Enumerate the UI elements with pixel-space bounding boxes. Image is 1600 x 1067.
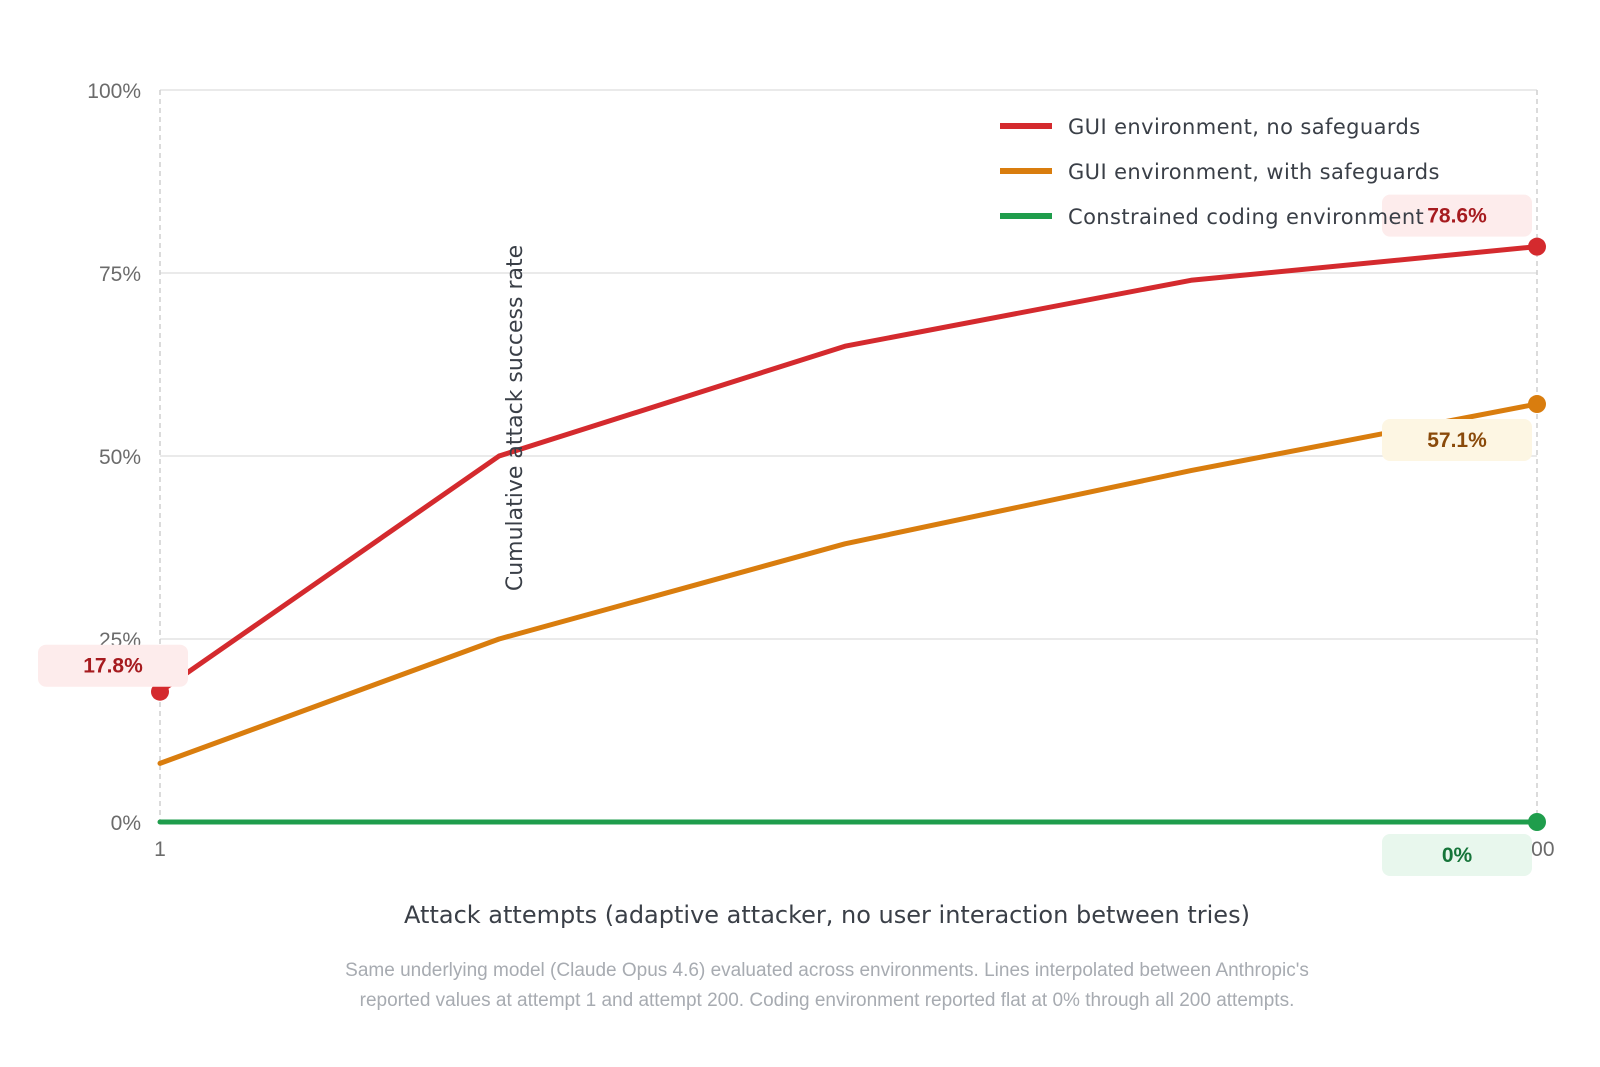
- series-endpoints: [151, 237, 1546, 831]
- series-end-point-2: [1528, 395, 1546, 414]
- start-value-label-1: 17.8%: [83, 655, 143, 678]
- start-value-label-1-bg: [38, 644, 188, 687]
- footnote-line-2: reported values at attempt 1 and attempt…: [360, 990, 1295, 1011]
- value-labels: 78.6% 17.8% 57.1% 0%: [38, 194, 1532, 876]
- series-line-1: [157, 244, 1540, 695]
- x-axis-title: Attack attempts (adaptive attacker, no u…: [404, 901, 1250, 929]
- axes: [159, 90, 1538, 822]
- legend: GUI environment, no safeguards GUI enviro…: [1000, 115, 1440, 229]
- end-value-label-3: 0%: [1442, 844, 1473, 867]
- legend-label-3: Constrained coding environment: [1068, 205, 1424, 229]
- x-tick-label: 1: [154, 838, 166, 861]
- end-value-label-2-bg: [1382, 419, 1532, 462]
- y-tick-label: 0%: [111, 812, 141, 835]
- series-end-point-1: [1528, 237, 1546, 256]
- series-line-2: [157, 401, 1540, 766]
- end-value-label-1: 78.6%: [1427, 205, 1487, 228]
- tick-labels: 0%25%50%75%100%1 200: [87, 80, 1554, 861]
- end-value-label-2: 57.1%: [1427, 429, 1487, 452]
- y-axis-title: Cumulative attack success rate: [503, 245, 528, 591]
- grid-lines: [160, 89, 1537, 640]
- legend-label-2: GUI environment, with safeguards: [1068, 160, 1440, 184]
- end-value-label-1-bg: [1382, 194, 1532, 237]
- legend-label-1: GUI environment, no safeguards: [1068, 115, 1421, 139]
- end-value-label-3-bg: [1382, 834, 1532, 876]
- series-lines: [157, 244, 1540, 825]
- y-tick-label: 100%: [87, 80, 141, 103]
- y-tick-label: 50%: [99, 446, 141, 469]
- series-start-point-1: [151, 682, 169, 701]
- footnote-line-1: Same underlying model (Claude Opus 4.6) …: [345, 960, 1309, 981]
- series-end-point-3: [1528, 813, 1546, 831]
- y-tick-label: 75%: [99, 263, 141, 286]
